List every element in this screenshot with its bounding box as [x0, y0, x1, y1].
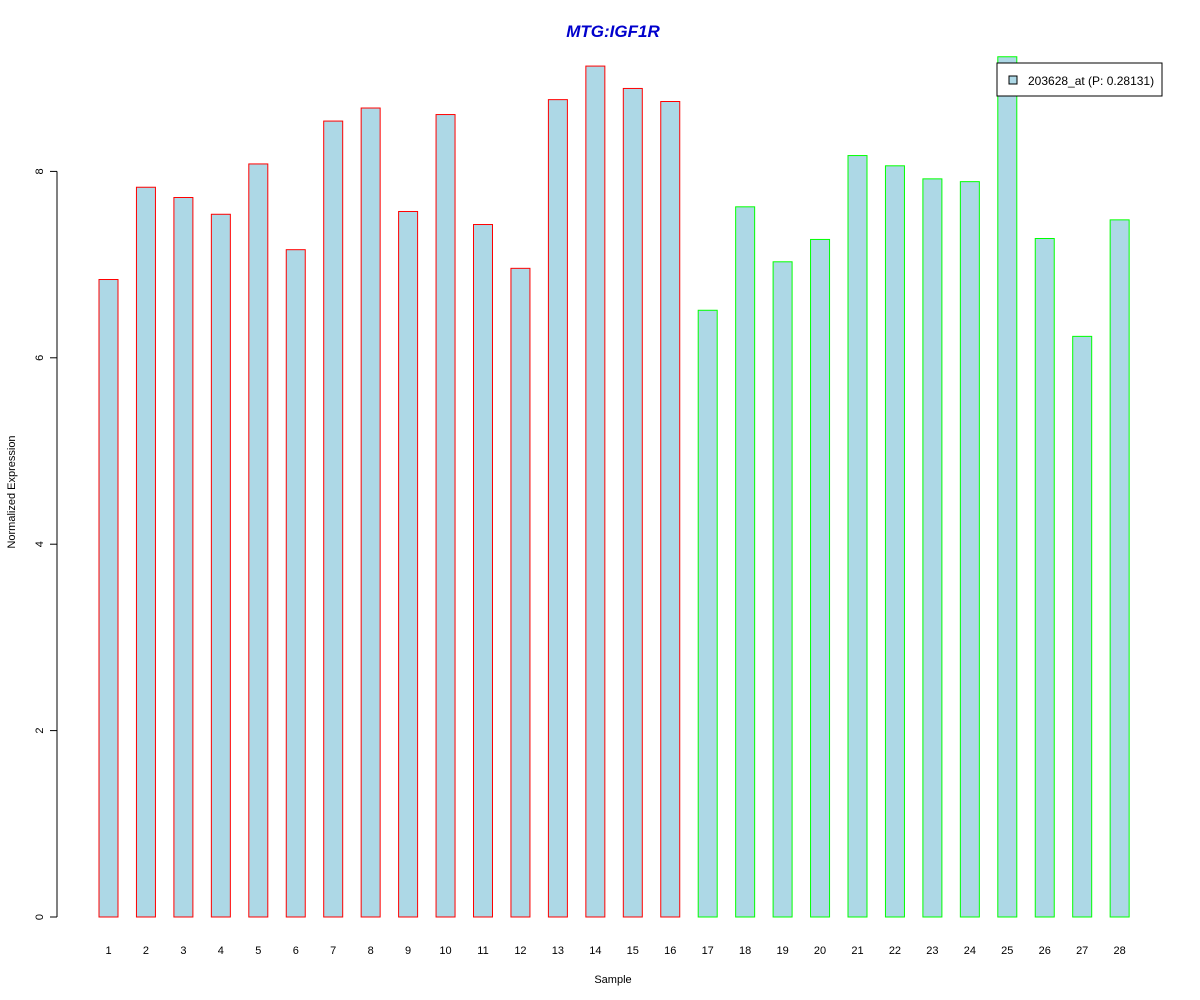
x-tick-label: 12 [514, 945, 526, 957]
legend: 203628_at (P: 0.28131) [996, 62, 1163, 97]
x-tick-label: 19 [776, 945, 788, 957]
x-tick-label: 27 [1076, 945, 1088, 957]
x-tick-label: 5 [255, 945, 261, 957]
bar-sample-1 [98, 279, 119, 918]
x-tick-label: 25 [1001, 945, 1013, 957]
bars [98, 56, 1130, 918]
bar-sample-16 [660, 101, 681, 918]
x-tick-label: 15 [627, 945, 639, 957]
x-tick-labels: 1 2 3 4 5 6 7 8 9 10 11 12 13 14 15 16 17 18 19 20 21 22 23 24 2… [105, 945, 1125, 957]
bar-sample-14 [585, 65, 606, 918]
x-tick-label: 23 [926, 945, 938, 957]
bar-sample-10 [435, 114, 456, 918]
bar-sample-11 [473, 224, 493, 918]
bar-sample-26 [1034, 238, 1055, 918]
x-tick-label: 6 [293, 945, 299, 957]
bar-sample-20 [810, 238, 831, 918]
x-tick-label: 10 [439, 945, 451, 957]
y-tick-label: 4 [34, 541, 46, 547]
y-tick-label: 2 [34, 728, 46, 734]
x-axis-label: Sample [594, 974, 631, 986]
bar-sample-23 [922, 178, 943, 918]
x-tick-label: 9 [405, 945, 411, 957]
x-tick-label: 24 [964, 945, 976, 957]
bar-sample-19 [772, 261, 793, 918]
x-tick-label: 20 [814, 945, 826, 957]
x-tick-label: 2 [143, 945, 149, 957]
x-tick-label: 17 [702, 945, 714, 957]
bar-sample-21 [847, 155, 868, 918]
x-tick-label: 14 [589, 945, 601, 957]
y-tick-label: 8 [34, 168, 46, 174]
bar-sample-27 [1072, 335, 1093, 918]
bar-sample-5 [248, 163, 269, 918]
x-tick-label: 21 [851, 945, 863, 957]
y-tick-label: 0 [34, 914, 46, 920]
x-tick-label: 3 [180, 945, 186, 957]
bar-sample-22 [884, 165, 905, 918]
x-tick-label: 22 [889, 945, 901, 957]
bar-sample-9 [398, 210, 419, 918]
x-tick-label: 11 [477, 945, 488, 957]
legend-swatch [1008, 75, 1018, 85]
bar-sample-3 [173, 197, 194, 918]
bar-sample-12 [510, 267, 531, 918]
legend-label: 203628_at (P: 0.28131) [1028, 74, 1154, 88]
y-axis: 0 2 4 6 8 [34, 168, 58, 920]
bar-sample-17 [697, 309, 718, 918]
x-tick-label: 1 [105, 945, 111, 957]
bar-sample-24 [959, 181, 980, 918]
x-tick-label: 18 [739, 945, 751, 957]
bar-sample-7 [323, 120, 344, 918]
bar-sample-6 [285, 249, 306, 918]
bar-sample-2 [135, 186, 156, 918]
x-tick-label: 4 [218, 945, 224, 957]
y-axis-label: Normalized Expression [6, 435, 18, 548]
bar-sample-28 [1109, 219, 1130, 918]
bar-sample-13 [547, 99, 568, 918]
legend-box [996, 62, 1163, 97]
bar-sample-8 [360, 107, 381, 918]
x-tick-label: 13 [552, 945, 564, 957]
x-tick-label: 7 [330, 945, 336, 957]
chart-title: MTG:IGF1R [566, 22, 660, 41]
x-tick-label: 28 [1114, 945, 1126, 957]
x-tick-label: 8 [368, 945, 374, 957]
x-tick-label: 16 [664, 945, 676, 957]
bar-sample-15 [622, 87, 643, 918]
x-tick-label: 26 [1039, 945, 1051, 957]
bar-sample-4 [210, 213, 231, 918]
bar-sample-25 [997, 56, 1018, 918]
bar-sample-18 [735, 206, 756, 918]
y-tick-label: 6 [34, 355, 46, 361]
